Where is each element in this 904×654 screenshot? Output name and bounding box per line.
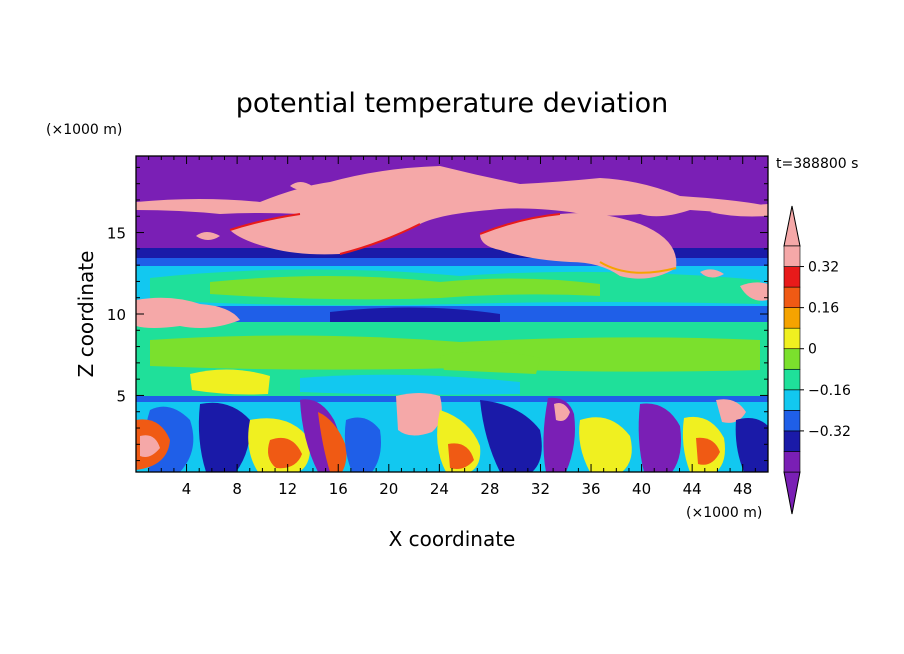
y-axis: 5 10 15 [107,166,768,462]
x-tick-label: 16 [329,480,348,498]
colorbar-swatch [783,245,801,267]
x-axis: 4 8 12 16 20 24 28 32 36 40 44 48 [148,156,756,498]
x-axis-label: X coordinate [389,527,516,551]
colorbar-label: 0 [808,342,817,358]
colorbar: −0.32 −0.16 0 0.16 0.32 [783,205,851,515]
x-unit-label: (×1000 m) [686,505,762,521]
x-tick-label: 12 [278,480,297,498]
y-axis-label: Z coordinate [74,251,98,378]
x-tick-label: 20 [379,480,398,498]
colorbar-swatch [783,389,801,411]
x-tick-label: 32 [531,480,550,498]
x-tick-label: 40 [632,480,651,498]
colorbar-swatch [783,327,801,350]
colorbar-swatch [783,266,801,288]
colorbar-label: −0.32 [808,424,851,440]
x-tick-label: 4 [182,480,192,498]
colorbar-swatch [783,286,801,308]
x-tick-label: 24 [430,480,449,498]
colorbar-swatch [783,368,801,391]
colorbar-swatch [783,348,801,370]
y-tick-label: 10 [107,306,126,324]
colorbar-swatch [783,307,801,329]
colorbar-swatch [783,430,801,452]
y-tick-label: 15 [107,225,126,243]
chart-title: potential temperature deviation [236,88,668,119]
x-tick-label: 28 [480,480,499,498]
time-label: t=388800 s [776,156,858,172]
plot-area [136,156,768,472]
colorbar-over-arrow [783,205,801,247]
colorbar-label: 0.32 [808,260,839,276]
x-tick-label: 44 [683,480,702,498]
x-tick-label: 8 [232,480,242,498]
colorbar-under-arrow [783,471,801,515]
colorbar-swatch [783,451,801,473]
x-tick-label: 36 [581,480,600,498]
colorbar-label: −0.16 [808,383,851,399]
y-tick-label: 5 [116,387,126,405]
x-tick-label: 48 [733,480,752,498]
colorbar-label: 0.16 [808,301,839,317]
y-unit-label: (×1000 m) [46,122,122,138]
colorbar-swatch [783,410,801,432]
